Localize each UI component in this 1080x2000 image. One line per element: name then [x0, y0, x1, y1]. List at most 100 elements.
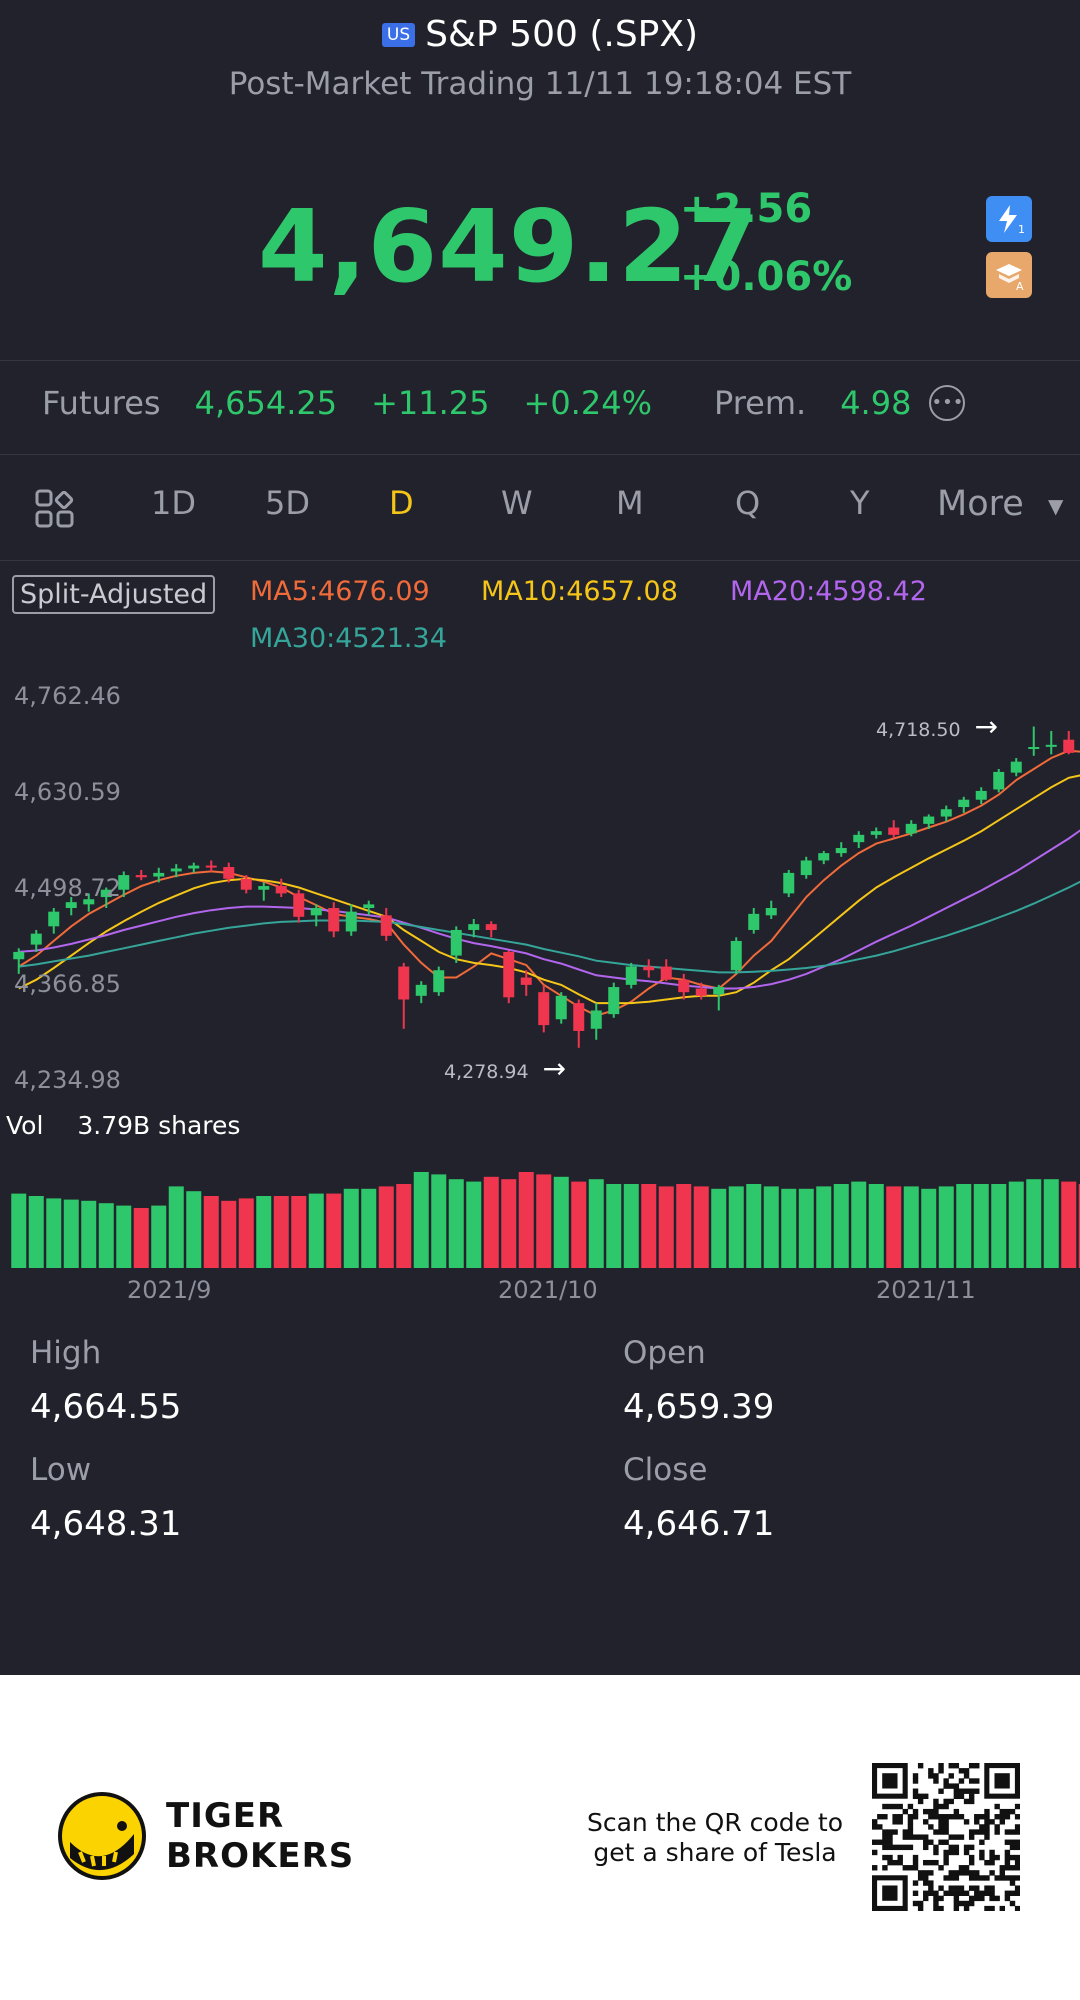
- qr-module: [963, 1768, 970, 1774]
- volume-bar: [536, 1174, 552, 1268]
- max-price-annotation: 4,718.50 →: [876, 710, 998, 743]
- qr-module: [943, 1849, 949, 1856]
- qr-module: [897, 1859, 903, 1866]
- qr-module: [923, 1875, 929, 1881]
- flash-trade-icon[interactable]: 1: [986, 196, 1032, 242]
- candle-body: [1063, 739, 1075, 753]
- qr-module: [953, 1895, 960, 1902]
- qr-module: [989, 1819, 995, 1825]
- split-adjusted-button[interactable]: Split-Adjusted: [12, 575, 216, 614]
- qr-module: [989, 1859, 995, 1866]
- qr-module: [1014, 1844, 1020, 1851]
- tab-m[interactable]: M: [616, 484, 644, 522]
- candle-body: [205, 865, 217, 868]
- brand-name-line2: BROKERS: [166, 1836, 355, 1876]
- volume-bar: [816, 1186, 832, 1268]
- svg-text:A: A: [1016, 280, 1024, 292]
- volume-bar: [903, 1186, 919, 1268]
- more-options-icon[interactable]: •••: [929, 385, 966, 421]
- qr-module: [928, 1859, 934, 1866]
- volume-bar: [851, 1181, 867, 1268]
- volume-bar: [63, 1199, 79, 1268]
- candle-body: [748, 913, 760, 930]
- qr-module: [994, 1895, 1000, 1902]
- volume-bar: [273, 1196, 289, 1268]
- qr-module: [984, 1905, 990, 1911]
- volume-bar: [378, 1186, 394, 1268]
- qr-module: [958, 1885, 965, 1891]
- candle-body: [573, 1003, 585, 1031]
- chart-layout-icon[interactable]: [34, 488, 76, 538]
- qr-module: [912, 1865, 919, 1871]
- qr-module: [938, 1865, 944, 1871]
- volume-bar: [1008, 1181, 1024, 1268]
- futures-change-percent: +0.24%: [523, 384, 652, 422]
- education-icon[interactable]: A: [986, 252, 1032, 298]
- tab-y[interactable]: Y: [850, 484, 870, 522]
- qr-module: [907, 1803, 914, 1810]
- qr-module: [1014, 1875, 1020, 1881]
- volume-value: 3.79B shares: [77, 1111, 241, 1140]
- low-value: 4,648.31: [30, 1504, 182, 1544]
- market-status: Post-Market Trading 11/11 19:18:04 EST: [228, 66, 852, 102]
- qr-module: [984, 1875, 990, 1881]
- candlestick-chart[interactable]: [0, 0, 1080, 1300]
- futures-row[interactable]: Futures 4,654.25 +11.25 +0.24% Prem. 4.9…: [42, 384, 999, 422]
- candle-body: [118, 875, 130, 890]
- ma30-line: [18, 880, 1080, 974]
- qr-module: [882, 1814, 888, 1820]
- tab-d[interactable]: D: [389, 484, 414, 522]
- x-axis-label: 2021/10: [498, 1276, 598, 1304]
- qr-module: [989, 1890, 995, 1896]
- tab-1d[interactable]: 1D: [151, 484, 196, 522]
- qr-finder: [994, 1773, 1010, 1789]
- premium-value: 4.98: [840, 384, 912, 422]
- price-change-percent: +0.06%: [680, 254, 853, 300]
- qr-module: [948, 1849, 954, 1856]
- qr-module: [979, 1829, 985, 1835]
- qr-module: [907, 1819, 914, 1825]
- tab-w[interactable]: W: [501, 484, 533, 522]
- candle-body: [730, 940, 742, 971]
- volume-bar: [116, 1205, 132, 1268]
- last-price: 4,649.27: [258, 188, 760, 305]
- tab-5d[interactable]: 5D: [265, 484, 310, 522]
- qr-module: [933, 1895, 939, 1902]
- volume-bar: [571, 1181, 587, 1268]
- qr-module: [902, 1834, 909, 1840]
- qr-module: [1009, 1890, 1016, 1896]
- qr-code-icon[interactable]: [872, 1763, 1020, 1911]
- volume-bar: [81, 1200, 97, 1268]
- volume-bar: [956, 1184, 972, 1268]
- candle-body: [625, 966, 637, 985]
- candle-body: [503, 951, 515, 998]
- qr-module: [943, 1839, 949, 1845]
- qr-module: [928, 1773, 934, 1779]
- qr-module: [882, 1865, 888, 1871]
- qr-module: [933, 1808, 939, 1815]
- qr-module: [953, 1900, 960, 1907]
- qr-module: [948, 1763, 954, 1769]
- tab-more[interactable]: More ▼: [937, 484, 1063, 524]
- candle-body: [240, 878, 252, 890]
- tab-q[interactable]: Q: [735, 484, 761, 522]
- qr-module: [917, 1763, 924, 1769]
- qr-module: [917, 1900, 924, 1907]
- qr-module: [872, 1839, 878, 1845]
- candle-body: [538, 992, 550, 1026]
- qr-module: [953, 1808, 960, 1815]
- qr-module: [953, 1849, 960, 1856]
- qr-module: [938, 1824, 944, 1830]
- qr-finder: [882, 1773, 898, 1789]
- qr-module: [917, 1875, 924, 1881]
- qr-module: [912, 1900, 919, 1907]
- qr-module: [933, 1890, 939, 1896]
- qr-module: [907, 1824, 914, 1830]
- arrow-right-icon: →: [974, 710, 999, 743]
- qr-module: [1004, 1854, 1011, 1861]
- qr-module: [968, 1788, 975, 1794]
- qr-module: [1004, 1808, 1011, 1815]
- qr-module: [979, 1890, 985, 1896]
- ma20-line: [18, 829, 1080, 990]
